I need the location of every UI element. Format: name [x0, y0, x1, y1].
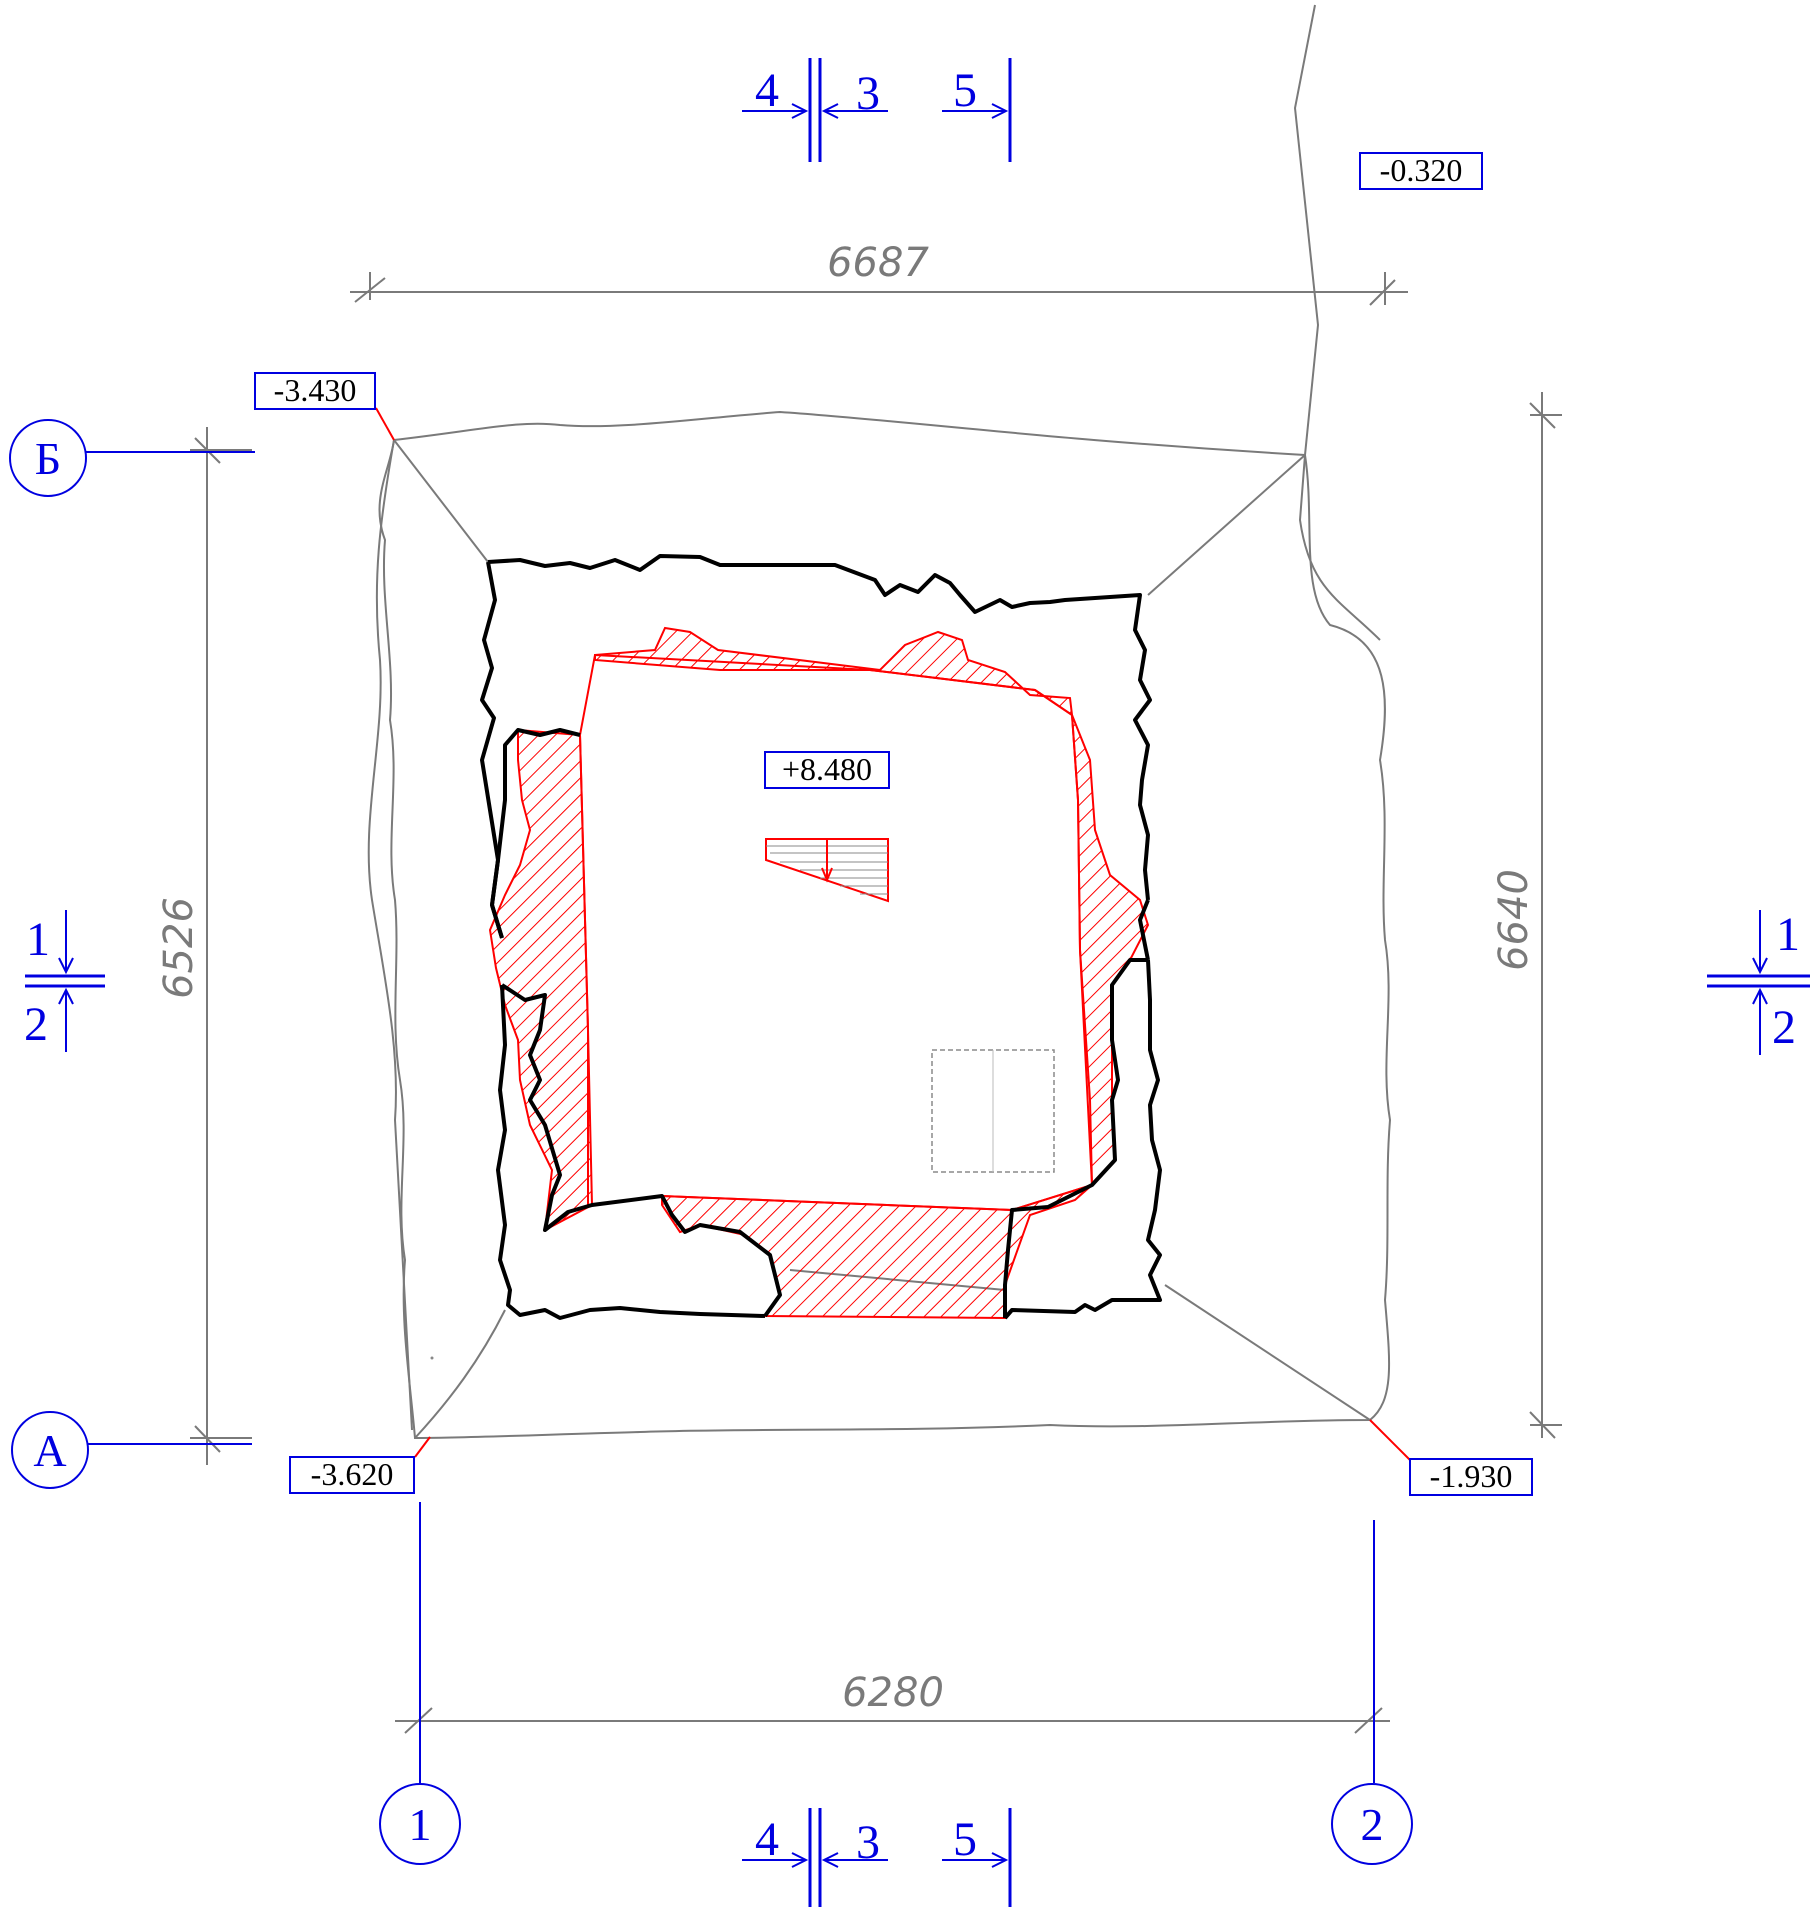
- elevation-leader-bottom-right: [1369, 1419, 1411, 1461]
- inner-right-upper-contour: [1138, 899, 1150, 961]
- outer-excavation-contour: [487, 554, 1152, 901]
- axis-row-bottom: А: [11, 1411, 252, 1489]
- terrain-contours: [367, 4, 1392, 1440]
- excavation-contours: [480, 554, 1162, 1320]
- dim-tick-bottom-left: [404, 1707, 433, 1734]
- hatch-left: [488, 728, 594, 1232]
- section-mark-left: 1 2: [24, 910, 105, 1052]
- elevation-bottom-right: -1.930: [1369, 1419, 1533, 1496]
- slope-outer-outline: [378, 410, 1392, 1440]
- elevation-box-top-right: [1359, 152, 1483, 190]
- axis-label-col-right: 2: [1361, 1799, 1384, 1850]
- section-left-arrowhead-1: [58, 957, 74, 975]
- dimension-right: 6640: [1491, 392, 1562, 1439]
- dim-bottom-value: 6280: [842, 1670, 944, 1716]
- dim-tick-top-right: [1369, 279, 1396, 306]
- terrain-break-line: [1293, 4, 1381, 641]
- dimension-left: 6526: [156, 427, 252, 1465]
- slope-corner-top-left: [393, 439, 489, 563]
- axis-row-top: Б: [9, 419, 255, 497]
- section-right-arrowhead-1: [1752, 957, 1768, 975]
- section-top-label-c: 5: [953, 64, 977, 117]
- elevation-value-top-left: -3.430: [274, 372, 357, 408]
- elevation-box-bottom-right: [1409, 1458, 1533, 1496]
- section-bottom-arrowhead-b: [821, 1852, 839, 1868]
- stair-symbol: [765, 838, 889, 903]
- section-top-arrowhead-b: [821, 103, 839, 119]
- axis-col-right: 2: [1331, 1520, 1413, 1865]
- slope-corner-bottom-left: [414, 1309, 506, 1439]
- elevation-value-center: +8.480: [782, 751, 872, 787]
- dimension-bottom: 6280: [395, 1670, 1390, 1734]
- hatch-top: [594, 626, 1074, 718]
- section-right-arrowhead-2: [1752, 987, 1768, 1005]
- axis-label-row-bottom: А: [33, 1425, 66, 1476]
- inner-left-lower-contour: [500, 983, 782, 1318]
- elevation-box-bottom-left: [289, 1456, 415, 1494]
- section-top-label-a: 4: [755, 64, 779, 117]
- dim-right-value: 6640: [1491, 869, 1537, 971]
- section-right-lower: 2: [1772, 1001, 1796, 1054]
- elevation-center: +8.480: [764, 751, 890, 789]
- elevation-top-left: -3.430: [254, 372, 395, 441]
- section-mark-bottom: 4 3 5: [742, 1808, 1012, 1907]
- section-bottom-label-a: 4: [755, 1813, 779, 1866]
- elevation-leader-top-left: [375, 407, 395, 441]
- survey-point: [430, 1356, 434, 1360]
- section-bottom-arrowhead-a: [791, 1852, 809, 1868]
- outer-excavation-contour-right: [1003, 959, 1162, 1320]
- elevation-value-top-right: -0.320: [1380, 152, 1463, 188]
- slope-corner-top-right: [1147, 454, 1306, 596]
- elevation-top-right: -0.320: [1359, 152, 1483, 190]
- axis-label-col-left: 1: [409, 1799, 432, 1850]
- elevation-value-bottom-left: -3.620: [311, 1456, 394, 1492]
- elevation-box-top-left: [254, 372, 376, 410]
- elevation-leader-bottom-left: [414, 1436, 431, 1458]
- section-top-arrowhead-a: [791, 103, 809, 119]
- axis-bubble-col-right: [1331, 1783, 1413, 1865]
- stair-direction-arrow: [821, 867, 833, 883]
- hatch-right: [1071, 714, 1150, 1188]
- section-left-lower: 2: [24, 998, 48, 1051]
- inner-right-contour: [1003, 958, 1148, 1318]
- section-left-upper: 1: [26, 913, 50, 966]
- dim-top-value: 6687: [827, 240, 929, 286]
- section-right-upper: 1: [1776, 908, 1800, 961]
- dim-tick-bottom-right: [1354, 1707, 1383, 1734]
- axis-bubble-row-bottom: [11, 1411, 89, 1489]
- elevation-box-center: [764, 751, 890, 789]
- section-bottom-label-c: 5: [953, 1813, 977, 1866]
- section-top-arrowhead-c: [991, 103, 1009, 119]
- axis-bubble-col-left: [379, 1783, 461, 1865]
- axis-col-left: 1: [379, 1502, 461, 1865]
- elevation-bottom-left: -3.620: [289, 1436, 431, 1494]
- slope-corner-bottom-right: [1164, 1284, 1371, 1421]
- axis-bubble-row-top: [9, 419, 87, 497]
- dim-left-value: 6526: [156, 897, 202, 999]
- dimension-top: 6687: [350, 240, 1408, 306]
- section-mark-right: 1 2: [1707, 908, 1810, 1055]
- elevation-value-bottom-right: -1.930: [1430, 1458, 1513, 1494]
- section-left-arrowhead-2: [58, 987, 74, 1005]
- inner-left-contour: [490, 728, 581, 939]
- cut-fill-zones: [488, 626, 1150, 1320]
- outer-excavation-contour-bottom: [496, 984, 766, 1320]
- section-mark-top: 4 3 5: [742, 58, 1012, 162]
- section-bottom-arrowhead-c: [991, 1852, 1009, 1868]
- slope-inner-outline: [367, 439, 413, 1431]
- section-bottom-label-b: 3: [856, 1816, 880, 1869]
- axis-label-row-top: Б: [35, 433, 61, 484]
- outer-excavation-contour-left: [480, 561, 504, 939]
- section-top-label-b: 3: [856, 67, 880, 120]
- equipment-block: [931, 1049, 1055, 1173]
